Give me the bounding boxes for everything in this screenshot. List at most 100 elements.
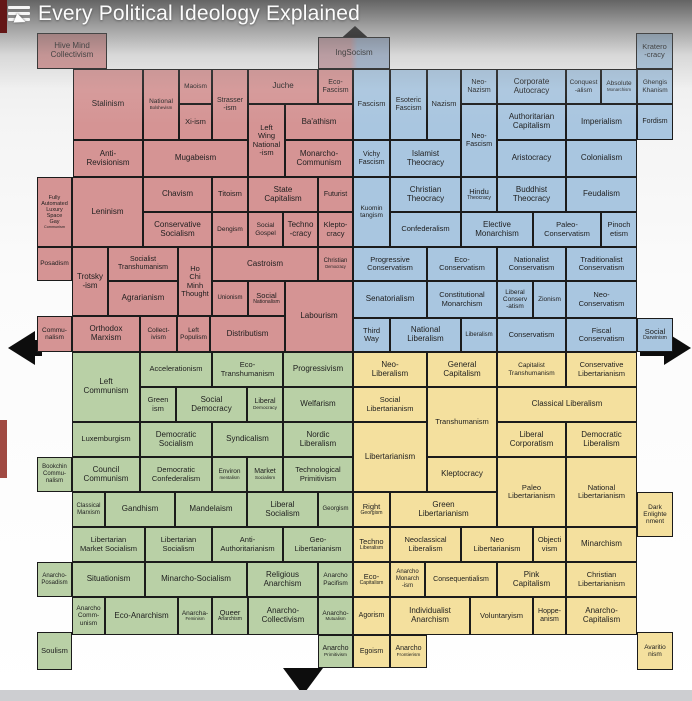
ideology-cell: Democratic Liberalism	[566, 422, 637, 457]
ideology-cell: National Liberalism	[390, 318, 461, 352]
ideology-cell: Techno Liberalism	[353, 527, 390, 562]
ideology-cell: Buddhist Theocracy	[497, 177, 566, 212]
ideology-cell: Left Communism	[72, 352, 140, 422]
ideology-cell: Transhumanism	[427, 387, 497, 457]
ideology-cell: Democratic Socialism	[140, 422, 212, 457]
ideology-cell: Strasser -ism	[212, 69, 248, 140]
ideology-cell: Authoritarian Capitalism	[497, 104, 566, 140]
ideology-cell: Eco- Capitalism	[353, 562, 390, 597]
ideology-cell: Agrarianism	[108, 281, 178, 316]
ideology-cell: Conservative Libertarianism	[566, 352, 637, 387]
ideology-cell: Agorism	[353, 597, 390, 635]
ideology-cell: Green Libertarianism	[390, 492, 497, 527]
ideology-cell: Hoppe- anism	[533, 597, 566, 635]
video-title: Every Political Ideology Explained	[38, 2, 360, 25]
ideology-cell: Mugabeism	[143, 140, 248, 177]
ideology-cell: Gandhism	[105, 492, 175, 527]
ideology-cell: Neo- Nazism	[461, 69, 497, 104]
ideology-cell: Nordic Liberalism	[283, 422, 353, 457]
ideology-cell: Kratero -cracy	[636, 33, 673, 69]
ideology-cell: Anarcho Primitivism	[318, 635, 353, 668]
ideology-cell: Left Wing National -ism	[248, 104, 285, 177]
ideology-cell: Trotsky -ism	[72, 247, 108, 316]
ideology-cell: Left Populism	[177, 316, 210, 352]
ideology-cell: Pinoch etism	[601, 212, 637, 247]
ideology-cell: Libertarian Market Socialism	[72, 527, 145, 562]
ideology-cell: Egoism	[353, 635, 390, 668]
ideology-cell: Religious Anarchism	[247, 562, 318, 597]
ideology-cell: Monarcho- Communism	[285, 140, 353, 177]
ideology-cell: Islamist Theocracy	[390, 140, 461, 177]
ideology-cell: Hindu Theocracy	[461, 177, 497, 212]
ideology-cell: Dark Enlighte nment	[637, 492, 673, 537]
ideology-cell: Welfarism	[283, 387, 353, 422]
ideology-cell: Geo- Libertarianism	[283, 527, 353, 562]
video-bottom-bar	[0, 690, 692, 701]
ideology-cell: Fully Automated Luxury Space Gay Communis…	[37, 177, 72, 247]
ideology-cell: Chavism	[143, 177, 212, 212]
ideology-cell: Environ mentalism	[212, 457, 247, 492]
ideology-cell: Christian Theocracy	[390, 177, 461, 212]
ideology-cell: Colonialism	[566, 140, 637, 177]
ideology-cell: Unionism	[212, 281, 248, 316]
left-edge-strip-mid	[0, 420, 7, 478]
ideology-cell: Individualist Anarchism	[390, 597, 470, 635]
ideology-cell: Social Democracy	[176, 387, 247, 422]
ideology-cell: Democratic Confederalism	[140, 457, 212, 492]
ideology-cell: Fiscal Conservatism	[566, 318, 637, 352]
ideology-cell: General Capitalism	[427, 352, 497, 387]
ideology-cell: Social Gospel	[248, 212, 283, 247]
ideology-cell: Anti- Revisionism	[73, 140, 143, 177]
ideology-cell: Commu- nalism	[37, 316, 72, 352]
ideology-cell: Anarcha- Feminism	[178, 597, 212, 635]
ideology-cell: Anarcho Frontierism	[390, 635, 427, 668]
ideology-cell: Traditionalist Conservatism	[566, 247, 637, 281]
ideology-cell: Castroism	[212, 247, 318, 281]
ideology-cell: Third Way	[353, 318, 390, 352]
ideology-cell: Minarcho-Socialism	[145, 562, 247, 597]
ideology-cell: Libertarianism	[353, 422, 427, 492]
ideology-cell: Market Socialism	[247, 457, 283, 492]
ideology-cell: Progressive Conservatism	[353, 247, 427, 281]
ideology-cell: Voluntaryism	[470, 597, 533, 635]
ideology-cell: Imperialism	[566, 104, 637, 140]
ideology-cell: Paleo- Conservatism	[533, 212, 601, 247]
ideology-cell: Techno -cracy	[283, 212, 318, 247]
ideology-cell: Council Communism	[72, 457, 140, 492]
ideology-cell: Nationalist Conservatism	[497, 247, 566, 281]
ideology-cell: Labourism	[285, 281, 353, 352]
ideology-cell: Technological Primitivism	[283, 457, 353, 492]
ideology-cell: Collect- ivism	[140, 316, 177, 352]
ideology-cell: Fordism	[637, 104, 673, 140]
ideology-cell: Accelerationism	[140, 352, 212, 387]
ideology-cell: Avaritio nism	[637, 632, 673, 670]
ideology-cell: Conservative Socialism	[143, 212, 212, 247]
ideology-cell: Bookchin Commu- nalism	[37, 457, 72, 492]
ideology-cell: Liberal Socialism	[247, 492, 318, 527]
ideology-cell: Dengism	[212, 212, 248, 247]
ideology-cell: Right Georgism	[353, 492, 390, 527]
ideology-cell: Anarcho Pacifism	[318, 562, 353, 597]
ideology-cell: Situationism	[72, 562, 145, 597]
ideology-cell: Anarcho- Capitalism	[566, 597, 637, 635]
ideology-cell: Soulism	[37, 632, 72, 670]
ideology-cell: Kuomin tangism	[353, 177, 390, 247]
ideology-cell: Eco-Anarchism	[105, 597, 178, 635]
x-axis-arrow-left-icon	[8, 331, 35, 365]
ideology-cell: Pink Capitalism	[497, 562, 566, 597]
ideology-cell: Eco- Fascism	[318, 69, 353, 104]
ideology-cell: Nazism	[427, 69, 461, 140]
ideology-cell: Progressivism	[283, 352, 353, 387]
ideology-cell: Consequentialism	[425, 562, 497, 597]
ideology-cell: Ba'athism	[285, 104, 353, 140]
ideology-cell: Anarcho Monarch -ism	[390, 562, 425, 597]
ideology-cell: Stalinism	[73, 69, 143, 140]
ideology-cell: Posadism	[37, 247, 72, 281]
ideology-cell: Fascism	[353, 69, 390, 140]
ideology-cell: Anarcho- Mutualism	[318, 597, 353, 635]
ideology-cell: Eco- Transhumanism	[212, 352, 283, 387]
ideology-cell: Neo Libertarianism	[461, 527, 533, 562]
ideology-cell: Social Libertarianism	[353, 387, 427, 422]
ideology-cell: Anarcho- Posadism	[37, 562, 72, 597]
